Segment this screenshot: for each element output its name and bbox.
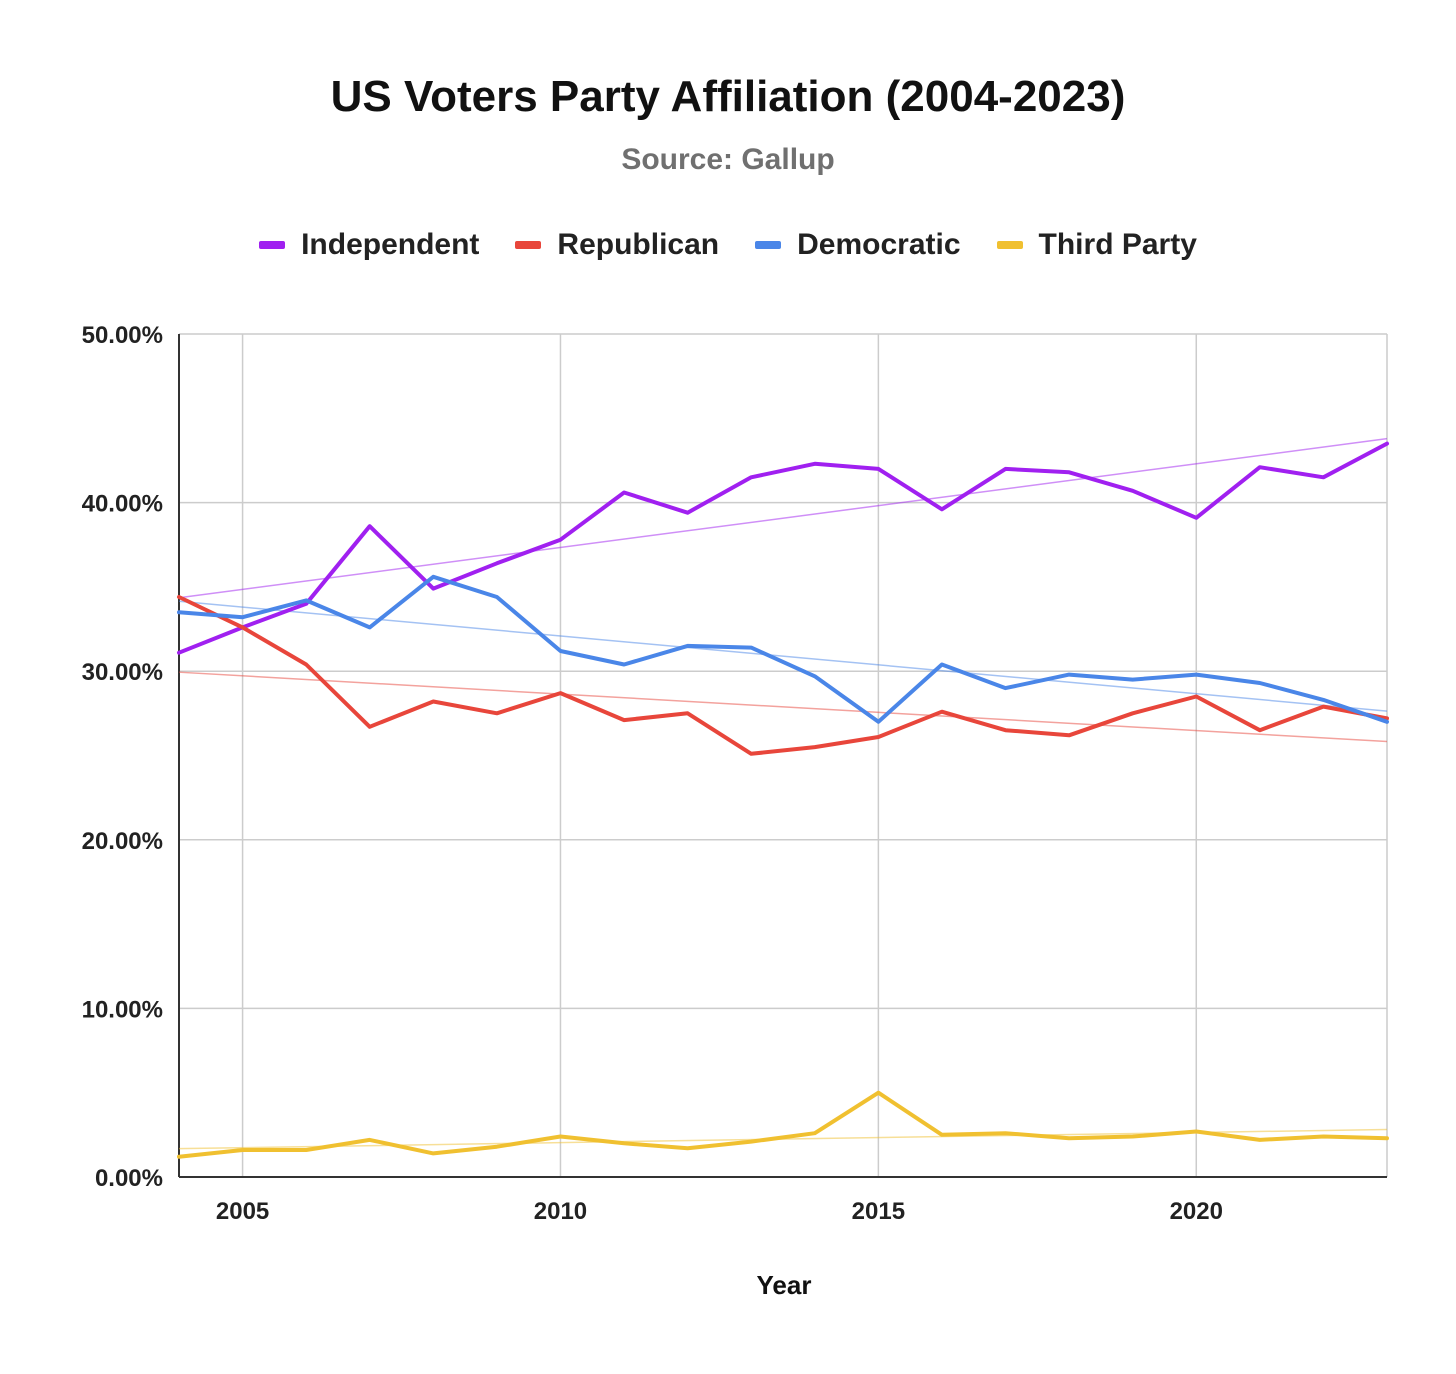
legend-swatch-independent [259, 241, 286, 249]
y-tick-label: 10.00% [82, 996, 163, 1023]
trendline-democratic [178, 600, 1388, 712]
series-line-independent [177, 441, 1389, 655]
series-line-republican [177, 595, 1389, 756]
legend-label-republican: Republican [557, 228, 720, 261]
trendline-republican [178, 671, 1388, 743]
x-axis-title: Year [756, 1270, 812, 1300]
legend-label-third-party: Third Party [1038, 228, 1197, 261]
y-tick-label: 0.00% [95, 1165, 163, 1192]
y-tick-label: 50.00% [82, 322, 163, 349]
legend-label-independent: Independent [301, 228, 480, 261]
x-tick-label: 2005 [216, 1198, 269, 1225]
chart-legend: Independent Republican Democratic Third … [0, 228, 1456, 262]
chart-subtitle: Source: Gallup [621, 143, 835, 176]
legend-item-democratic[interactable]: Democratic [755, 228, 961, 262]
x-tick-label: 2010 [534, 1198, 587, 1225]
legend-swatch-third-party [996, 241, 1023, 249]
y-tick-label: 30.00% [82, 659, 163, 686]
y-tick-label: 20.00% [82, 828, 163, 855]
legend-item-third-party[interactable]: Third Party [996, 228, 1197, 262]
x-tick-label: 2015 [852, 1198, 905, 1225]
trendline-independent [178, 437, 1388, 599]
legend-item-republican[interactable]: Republican [515, 228, 719, 262]
chart-title: US Voters Party Affiliation (2004-2023) [330, 72, 1126, 121]
legend-swatch-democratic [755, 241, 782, 249]
legend-swatch-republican [515, 241, 542, 249]
legend-item-independent[interactable]: Independent [259, 228, 479, 262]
series-line-third-party [177, 1090, 1389, 1159]
legend-label-democratic: Democratic [797, 228, 961, 261]
x-tick-label: 2020 [1170, 1198, 1223, 1225]
series-line-democratic [177, 574, 1389, 724]
y-tick-label: 40.00% [82, 491, 163, 518]
